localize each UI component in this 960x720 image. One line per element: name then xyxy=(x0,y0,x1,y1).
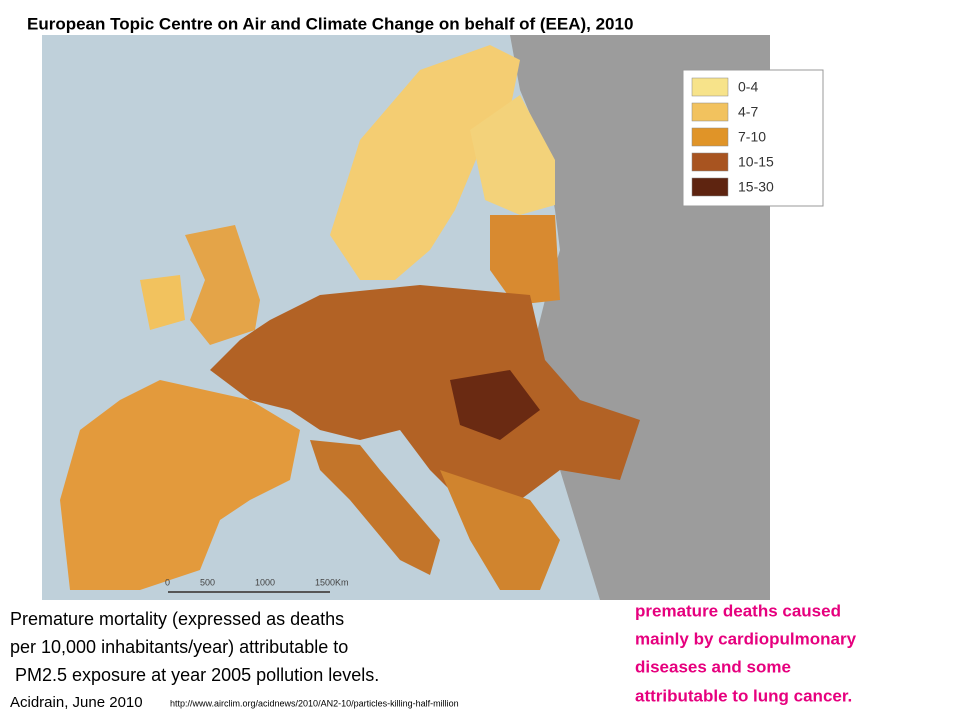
legend-swatch xyxy=(691,152,729,172)
legend-swatch xyxy=(691,177,729,197)
scandinavia xyxy=(330,45,520,280)
source: Acidrain, June 2010 xyxy=(10,694,143,711)
caption-line: Premature mortality (expressed as deaths xyxy=(10,609,344,629)
note: premature deaths caused mainly by cardio… xyxy=(635,601,857,705)
note-line: attributable to lung cancer. xyxy=(635,686,852,705)
legend-label: 7-10 xyxy=(738,129,766,145)
baltics xyxy=(490,215,560,305)
legend-swatch xyxy=(691,77,729,97)
caption-line: per 10,000 inhabitants/year) attributabl… xyxy=(10,637,348,657)
balkans xyxy=(440,470,560,590)
scale-label: 500 xyxy=(200,577,215,587)
caption: Premature mortality (expressed as deaths… xyxy=(10,609,459,711)
map xyxy=(42,35,770,600)
central-europe xyxy=(210,285,640,520)
legend-label: 15-30 xyxy=(738,179,774,195)
hungary xyxy=(450,370,540,440)
ireland xyxy=(140,275,185,330)
legend-swatch xyxy=(691,102,729,122)
source-url: http://www.airclim.org/acidnews/2010/AN2… xyxy=(170,698,459,708)
scale-label: 1000 xyxy=(255,577,275,587)
legend-swatch xyxy=(691,127,729,147)
legend-label: 4-7 xyxy=(738,104,758,120)
scale-bar: 0 500 1000 1500Km xyxy=(165,577,349,593)
legend: 0-4 4-7 7-10 10-15 15-30 xyxy=(682,69,824,207)
caption-line: PM2.5 exposure at year 2005 pollution le… xyxy=(10,665,379,685)
title: European Topic Centre on Air and Climate… xyxy=(27,14,633,33)
finland xyxy=(470,95,555,215)
britain xyxy=(185,225,260,345)
note-line: mainly by cardiopulmonary xyxy=(635,629,857,648)
scale-label: 0 xyxy=(165,577,170,587)
iberia-france xyxy=(60,380,300,590)
scale-label: 1500Km xyxy=(315,577,349,587)
legend-label: 10-15 xyxy=(738,154,774,170)
italy xyxy=(310,440,440,575)
note-line: diseases and some xyxy=(635,657,791,676)
note-line: premature deaths caused xyxy=(635,601,841,620)
legend-label: 0-4 xyxy=(738,79,758,95)
